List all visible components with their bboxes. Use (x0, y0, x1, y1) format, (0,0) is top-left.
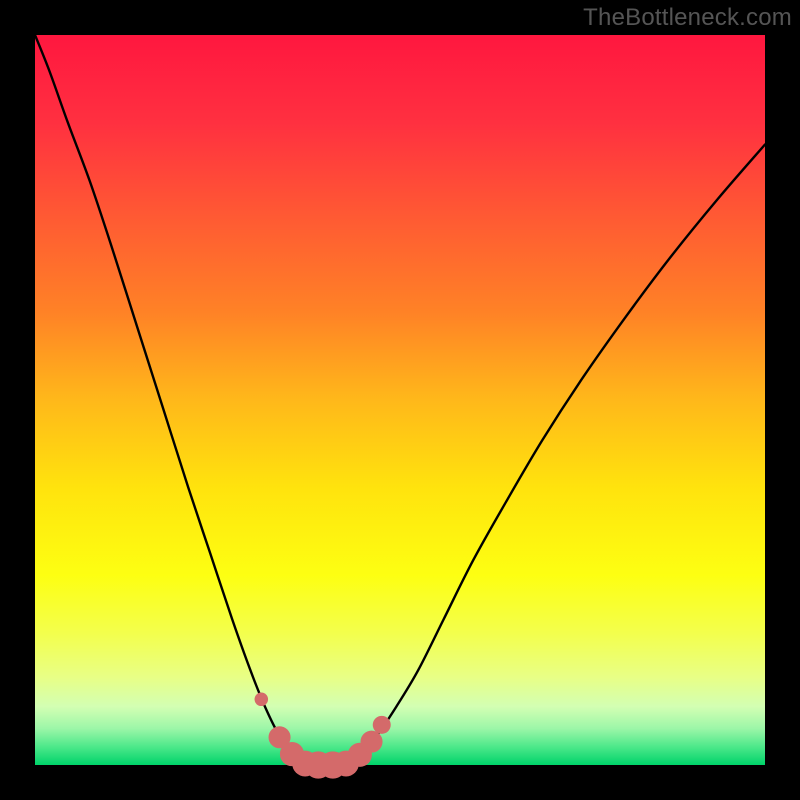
plot-area-background (35, 35, 765, 765)
chart-root: TheBottleneck.com (0, 0, 800, 800)
chart-svg (0, 0, 800, 800)
curve-marker (255, 693, 269, 707)
curve-marker (361, 731, 383, 753)
watermark-text: TheBottleneck.com (583, 4, 792, 32)
curve-marker (373, 716, 391, 734)
